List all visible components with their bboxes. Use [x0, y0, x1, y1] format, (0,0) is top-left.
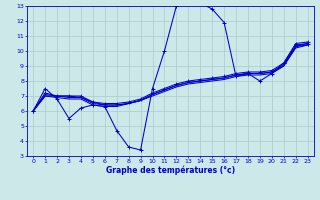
X-axis label: Graphe des températures (°c): Graphe des températures (°c) [106, 166, 235, 175]
